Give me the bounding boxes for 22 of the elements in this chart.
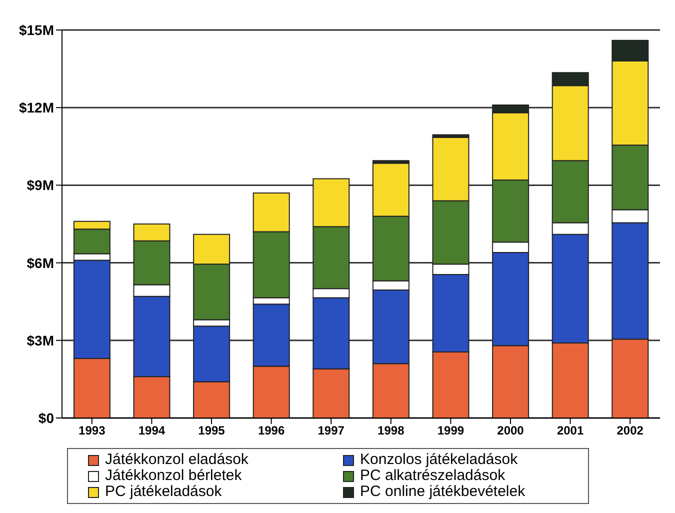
x-tick-label: 1994	[138, 424, 166, 438]
y-tick-label: $3M	[26, 332, 54, 348]
x-tick-label: 1996	[258, 424, 285, 438]
y-tick-label: $0	[38, 410, 54, 426]
y-tick-label: $9M	[26, 177, 54, 194]
y-tick-label: $15M	[18, 22, 54, 38]
x-tick-label: 2002	[616, 424, 644, 438]
legend-label: PC játékeladások	[105, 483, 222, 500]
x-tick-label: 1999	[437, 424, 464, 438]
x-tick-label: 2000	[497, 424, 524, 438]
x-tick-label: 2001	[556, 424, 584, 438]
legend-label: PC online játékbevételek	[360, 483, 526, 500]
x-tick-label: 1995	[198, 424, 226, 438]
legend-label: Játékkonzol bérletek	[105, 467, 242, 484]
legend-label: Konzolos játékeladások	[360, 451, 518, 468]
y-tick-label: $12M	[18, 100, 54, 116]
x-tick-label: 1997	[318, 424, 345, 438]
x-tick-label: 1993	[78, 424, 106, 438]
y-tick-label: $6M	[26, 254, 54, 271]
legend-label: PC alkatrészeladások	[360, 467, 506, 484]
x-tick-label: 1998	[378, 424, 405, 438]
legend-label: Játékkonzol eladások	[105, 451, 248, 468]
